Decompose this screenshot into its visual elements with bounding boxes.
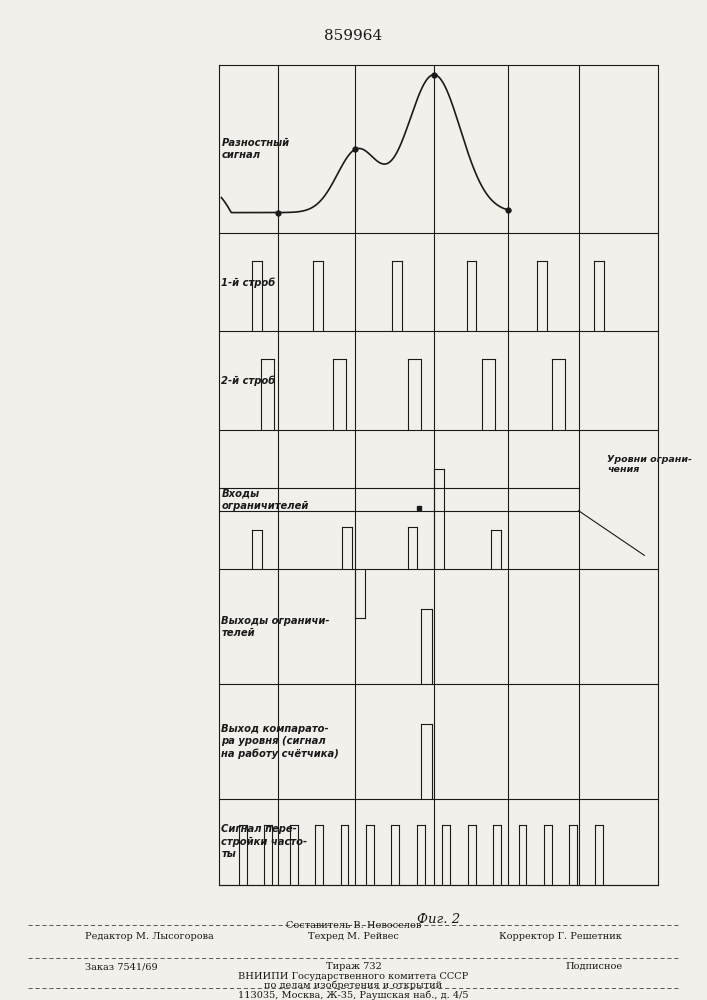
- Text: ВНИИПИ Государственного комитета СССР: ВНИИПИ Государственного комитета СССР: [238, 972, 469, 981]
- Text: Редактор М. Лысогорова: Редактор М. Лысогорова: [85, 932, 214, 941]
- Text: Выходы ограничи-
телей: Выходы ограничи- телей: [221, 615, 330, 638]
- Text: 2-й строб: 2-й строб: [221, 375, 276, 386]
- Text: Корректор Г. Решетник: Корректор Г. Решетник: [499, 932, 622, 941]
- Text: Уровни ограни-
чения: Уровни ограни- чения: [607, 455, 692, 474]
- Text: Сигнал пере-
стройки часто-
ты: Сигнал пере- стройки часто- ты: [221, 824, 308, 859]
- Text: по делам изобретения и открытий: по делам изобретения и открытий: [264, 981, 443, 990]
- Text: Фиг. 2: Фиг. 2: [417, 913, 460, 926]
- Text: 859964: 859964: [325, 29, 382, 43]
- Text: Входы
ограничителей: Входы ограничителей: [221, 488, 309, 511]
- Text: Техред М. Рейвес: Техред М. Рейвес: [308, 932, 399, 941]
- Text: Заказ 7541/69: Заказ 7541/69: [85, 962, 158, 971]
- Text: Тираж 732: Тираж 732: [325, 962, 382, 971]
- Text: Выход компарато-
ра уровня (сигнал
на работу счётчика): Выход компарато- ра уровня (сигнал на ра…: [221, 724, 339, 759]
- Text: Разностный
сигнал: Разностный сигнал: [221, 138, 289, 160]
- Text: Составитель В. Новоселов: Составитель В. Новоселов: [286, 921, 421, 930]
- Text: 113035, Москва, Ж-35, Раушская наб., д. 4/5: 113035, Москва, Ж-35, Раушская наб., д. …: [238, 990, 469, 1000]
- Text: Подписное: Подписное: [565, 962, 622, 971]
- Text: 1-й строб: 1-й строб: [221, 277, 276, 288]
